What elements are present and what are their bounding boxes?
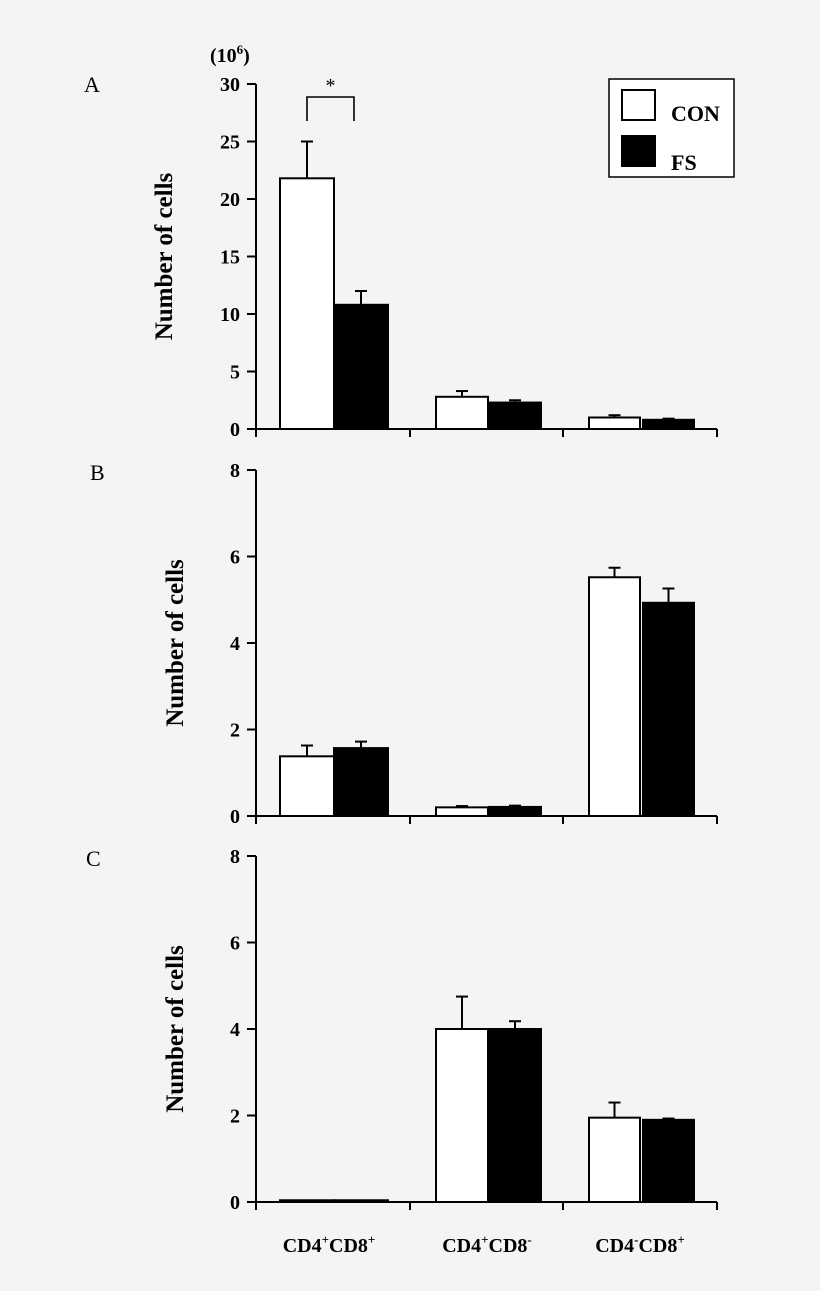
- legend: CON FS: [608, 78, 735, 178]
- y-tick-label: 0: [230, 806, 240, 828]
- bar-fs-2: [642, 1118, 695, 1203]
- y-axis-title: Number of cells: [151, 172, 178, 340]
- panel-c: C 0 2 4 6 8 Number of cells: [86, 846, 718, 1214]
- significance-bracket: [306, 96, 355, 121]
- bar-fs-0: [333, 303, 389, 430]
- y-tick-label: 15: [220, 247, 240, 269]
- y-tick-label: 2: [230, 1106, 240, 1128]
- panel-b: B 0 2 4 6 8 Number of cells: [90, 460, 718, 828]
- panel-letter: C: [86, 846, 101, 871]
- bar-con-1: [435, 395, 489, 430]
- y-tick-label: 8: [230, 846, 240, 868]
- bar-fs-0: [333, 1199, 389, 1204]
- y-tick-label: 4: [230, 633, 240, 655]
- bar-con-0: [279, 177, 335, 430]
- bar-fs-1: [488, 805, 542, 817]
- bar-con-0: [279, 1199, 335, 1204]
- y-tick-label: 0: [230, 419, 240, 441]
- bar-fs-1: [488, 1028, 542, 1203]
- x-category-label: CD4-CD8+: [595, 1232, 685, 1257]
- y-tick-label: 10: [220, 304, 240, 326]
- y-tick-label: 6: [230, 547, 240, 569]
- panel-letter: B: [90, 460, 105, 485]
- y-tick-label: 6: [230, 933, 240, 955]
- y-tick-label: 2: [230, 720, 240, 742]
- bar-con-2: [588, 416, 641, 430]
- y-tick-label: 5: [230, 362, 240, 384]
- significance-star: *: [326, 75, 336, 97]
- legend-swatch-fs: [621, 135, 656, 167]
- legend-label-con: CON: [671, 101, 720, 126]
- bar-fs-0: [333, 747, 389, 817]
- y-axis-title: Number of cells: [162, 559, 189, 727]
- bar-fs-2: [642, 418, 695, 430]
- x-category-label: CD4+CD8+: [283, 1232, 376, 1257]
- y-tick-label: 20: [220, 189, 240, 211]
- bar-con-1: [435, 806, 489, 817]
- legend-swatch-con: [621, 89, 656, 121]
- y-tick-label: 30: [220, 74, 240, 96]
- panel-a: A 0 5 10 15 20 25 30 Number of cells (106) * CON FS: [84, 42, 735, 441]
- bar-con-2: [588, 576, 641, 818]
- bar-fs-2: [642, 601, 695, 818]
- unit-label: (106): [210, 42, 250, 67]
- bar-con-2: [588, 1116, 641, 1203]
- bar-con-1: [435, 1028, 489, 1203]
- bar-fs-1: [488, 401, 542, 430]
- y-tick-label: 8: [230, 460, 240, 482]
- y-axis-title: Number of cells: [162, 945, 189, 1113]
- x-category-label: CD4+CD8-: [442, 1232, 532, 1257]
- y-tick-label: 25: [220, 132, 240, 154]
- y-tick-label: 0: [230, 1192, 240, 1214]
- panel-letter: A: [84, 72, 100, 97]
- y-tick-label: 4: [230, 1019, 240, 1041]
- legend-label-fs: FS: [671, 150, 697, 175]
- bar-con-0: [279, 755, 335, 818]
